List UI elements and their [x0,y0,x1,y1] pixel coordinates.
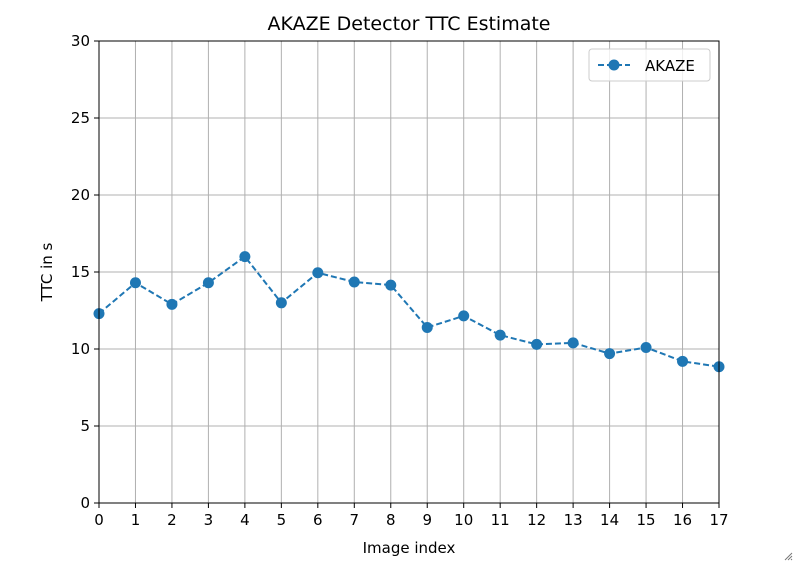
data-point [348,276,360,288]
x-tick-label: 7 [350,511,360,529]
grid-lines [98,40,720,504]
x-tick-label: 0 [94,511,104,529]
data-point [604,348,616,360]
series-layer [93,251,725,373]
series-line-akaze [98,255,720,368]
data-point [677,355,689,367]
x-tick-label: 9 [422,511,432,529]
legend-marker [608,59,620,71]
x-tick-label: 4 [240,511,250,529]
y-tick-label: 5 [80,417,90,435]
legend-entry-akaze: AKAZE [645,57,695,75]
x-tick-label: 8 [386,511,396,529]
chart-title: AKAZE Detector TTC Estimate [267,13,550,35]
data-point [531,338,543,350]
y-tick-label: 20 [71,186,90,204]
data-point [129,277,141,289]
data-point [421,321,433,333]
resize-grip-icon[interactable] [783,551,793,561]
legend: AKAZE [588,48,711,82]
x-axis-label: Image index [363,539,456,557]
x-tick-label: 16 [673,511,692,529]
data-point [166,298,178,310]
x-tick-label: 5 [277,511,287,529]
y-tick-label: 25 [71,109,90,127]
y-tick-label: 15 [71,263,90,281]
data-point [385,279,397,291]
data-point [458,310,470,322]
data-point [239,251,251,263]
data-point [202,277,214,289]
data-point [567,337,579,349]
y-axis-label: TTC in s [38,242,56,302]
legend-box [588,48,711,82]
y-tick-label: 30 [71,32,90,50]
x-tick-label: 1 [131,511,141,529]
data-point [494,329,506,341]
x-tick-label: 15 [637,511,656,529]
data-point [640,341,652,353]
x-tick-label: 10 [454,511,473,529]
x-tick-label: 13 [564,511,583,529]
x-tick-label: 11 [491,511,510,529]
y-tick-label: 0 [80,494,90,512]
x-tick-label: 3 [204,511,214,529]
data-point [312,267,324,279]
x-tick-label: 6 [313,511,323,529]
x-tick-label: 2 [167,511,177,529]
y-tick-label: 10 [71,340,90,358]
x-tick-label: 12 [527,511,546,529]
x-tick-label: 17 [709,511,728,529]
data-point [275,297,287,309]
x-tick-label: 14 [600,511,619,529]
